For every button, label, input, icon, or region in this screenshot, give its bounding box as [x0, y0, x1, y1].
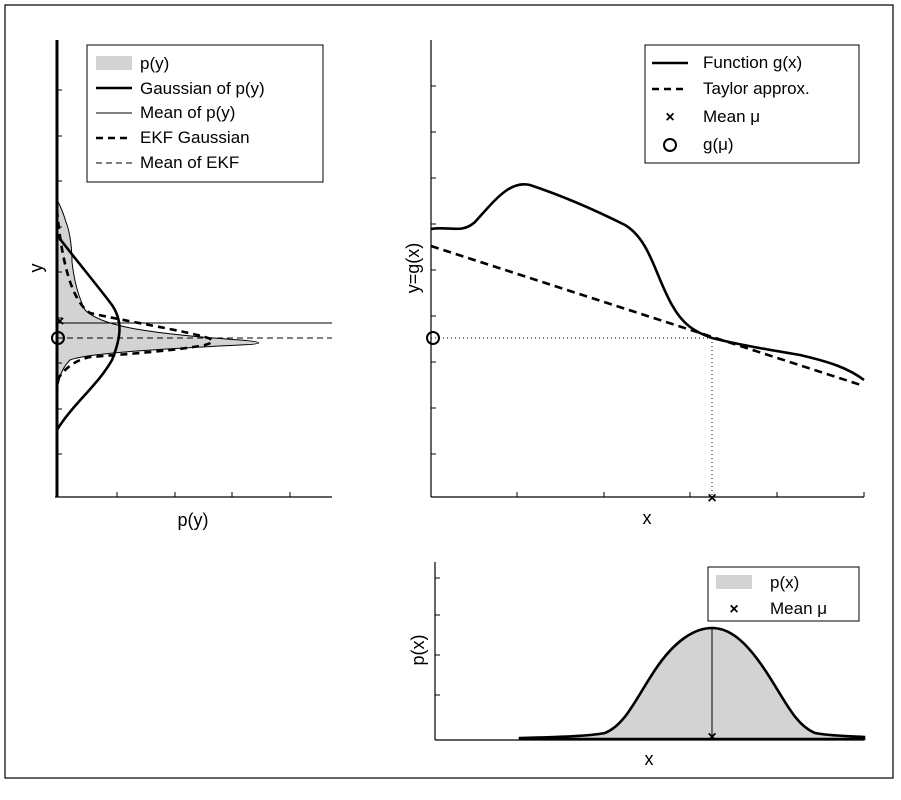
right-xlabel: x: [643, 508, 652, 528]
py-gaussian-curve: [55, 234, 121, 431]
function-gx-curve: [430, 182, 865, 382]
left-legend-label-4: Mean of EKF: [140, 153, 239, 172]
left-legend-label-3: EKF Gaussian: [140, 128, 250, 147]
bottom-mean-x-marker: ×: [707, 729, 716, 746]
bottom-panel: × x p(x) p(x) × Mean μ: [408, 562, 866, 769]
left-legend-label-2: Mean of p(y): [140, 103, 235, 122]
right-y-ticks: [431, 85, 436, 455]
legend-px-swatch: [716, 575, 752, 589]
right-legend-label-3: g(μ): [703, 135, 734, 154]
figure-frame: [4, 4, 894, 779]
right-panel: × x y=g(x) Function g(x) Taylor approx. …: [403, 40, 865, 528]
right-mean-x-marker: ×: [707, 490, 716, 507]
ekf-gaussian-curve: [55, 209, 214, 381]
bottom-legend-label-0: p(x): [770, 573, 799, 592]
right-ylabel: y=g(x): [403, 243, 423, 294]
right-legend: Function g(x) Taylor approx. × Mean μ g(…: [644, 44, 860, 164]
left-ylabel: y: [26, 264, 46, 273]
legend-shaded-swatch: [96, 56, 132, 70]
right-x-ticks: [516, 492, 865, 497]
left-x-ticks: [116, 492, 291, 497]
right-legend-label-0: Function g(x): [703, 53, 802, 72]
left-gmu-o-marker: [51, 331, 65, 345]
bottom-xlabel: x: [645, 749, 654, 769]
left-legend-label-1: Gaussian of p(y): [140, 79, 265, 98]
bottom-ylabel: p(x): [408, 635, 428, 666]
left-legend: p(y) Gaussian of p(y) Mean of p(y) EKF G…: [86, 44, 324, 183]
legend-o-marker-swatch: [663, 138, 677, 152]
left-legend-label-0: p(y): [140, 54, 169, 73]
legend-bottom-x-marker-swatch: ×: [729, 601, 738, 618]
px-shaded-area: [518, 626, 866, 741]
bottom-y-ticks: [435, 577, 440, 696]
right-legend-box: [644, 44, 860, 164]
left-panel: × p(y) y p(y) Gaussian of p(y) Mean of p…: [26, 40, 332, 530]
right-gmu-o-marker: [426, 331, 440, 345]
bottom-legend: p(x) × Mean μ: [707, 566, 860, 622]
right-legend-label-2: Mean μ: [703, 107, 760, 126]
left-y-ticks: [57, 89, 62, 455]
left-xlabel: p(y): [178, 510, 209, 530]
bottom-legend-label-1: Mean μ: [770, 599, 827, 618]
right-legend-label-1: Taylor approx.: [703, 79, 810, 98]
left-mean-x-marker: ×: [56, 313, 65, 330]
legend-x-marker-swatch: ×: [665, 109, 674, 126]
py-shaded-area: [56, 45, 260, 496]
taylor-approx-line: [430, 244, 865, 388]
